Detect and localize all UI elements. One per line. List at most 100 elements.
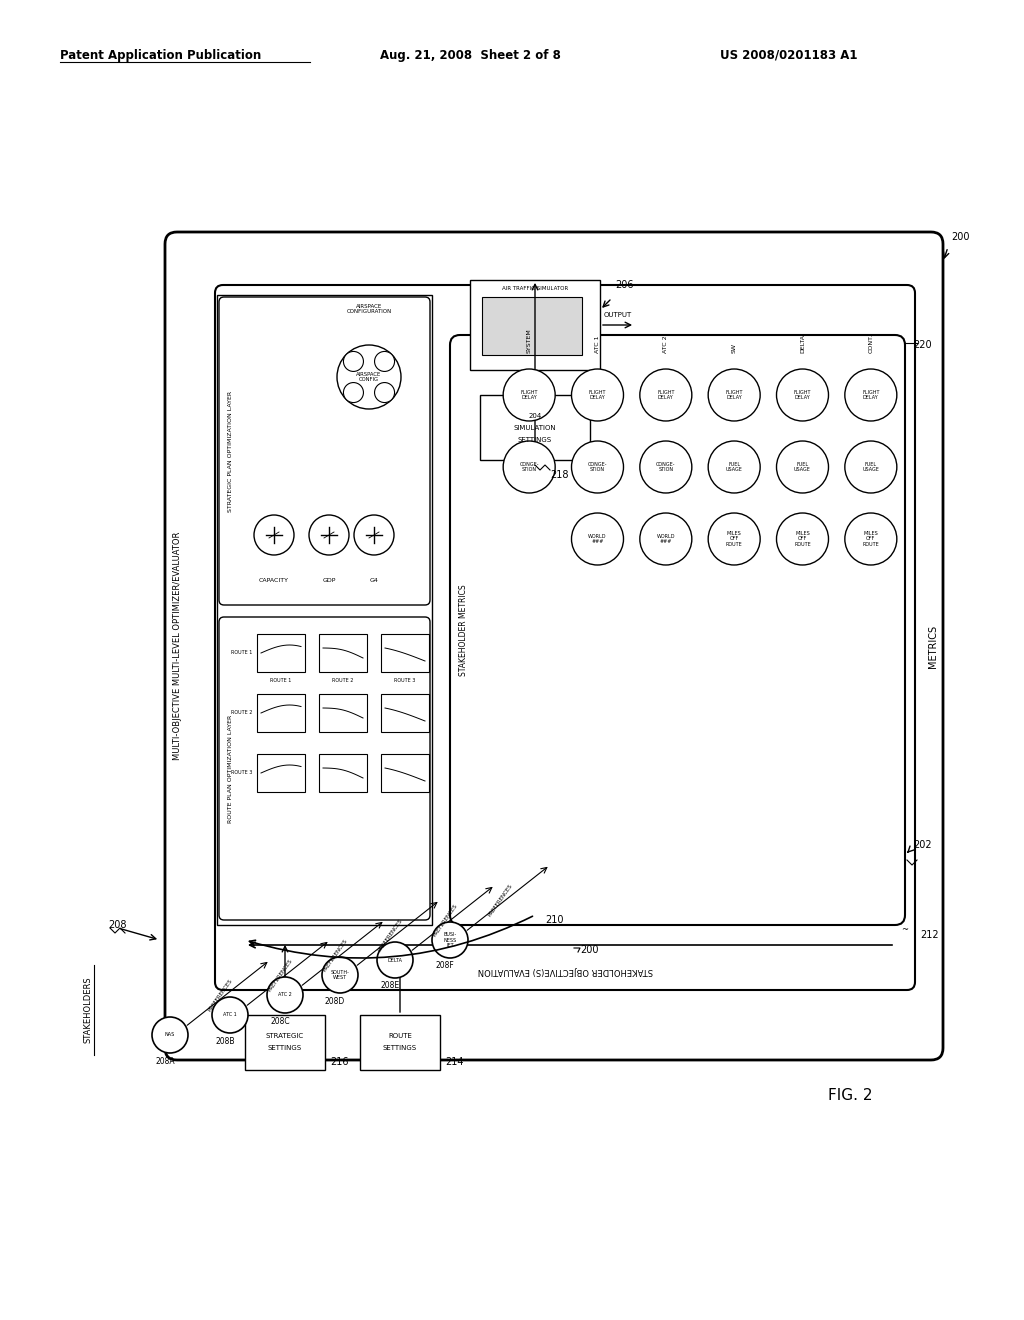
Text: US 2008/0201183 A1: US 2008/0201183 A1 <box>720 49 857 62</box>
Text: ROUTE 2: ROUTE 2 <box>333 677 353 682</box>
Text: 204: 204 <box>528 412 542 418</box>
Circle shape <box>152 1016 188 1053</box>
Circle shape <box>640 441 692 492</box>
Text: FLIGHT
DELAY: FLIGHT DELAY <box>725 389 743 400</box>
Text: FIG. 2: FIG. 2 <box>827 1088 872 1102</box>
Text: ...: ... <box>504 915 516 929</box>
Circle shape <box>845 370 897 421</box>
Text: DELTA: DELTA <box>800 334 805 352</box>
Circle shape <box>776 441 828 492</box>
Text: 220: 220 <box>913 341 932 350</box>
Text: MULTI-OBJECTIVE MULTI-LEVEL OPTIMIZER/EVALUATOR: MULTI-OBJECTIVE MULTI-LEVEL OPTIMIZER/EV… <box>172 532 181 760</box>
Circle shape <box>337 345 401 409</box>
Text: SIMULATION: SIMULATION <box>514 425 556 430</box>
Circle shape <box>354 515 394 554</box>
Text: 208E: 208E <box>381 982 399 990</box>
Text: STAKEHOLDER OBJECTIVE(S) EVALUATION: STAKEHOLDER OBJECTIVE(S) EVALUATION <box>477 965 652 974</box>
Text: FLIGHT
DELAY: FLIGHT DELAY <box>657 389 675 400</box>
Bar <box>381 634 429 672</box>
Text: WORLD
###: WORLD ### <box>656 533 675 544</box>
Text: MILES
OFF
ROUTE: MILES OFF ROUTE <box>862 531 880 548</box>
Text: 208B: 208B <box>215 1036 234 1045</box>
Text: 200: 200 <box>951 232 970 242</box>
Text: CAPACITY: CAPACITY <box>259 578 289 582</box>
Text: 216: 216 <box>330 1057 348 1067</box>
Text: MILES
OFF
ROUTE: MILES OFF ROUTE <box>795 531 811 548</box>
Text: 200: 200 <box>580 945 598 954</box>
Circle shape <box>571 370 624 421</box>
FancyBboxPatch shape <box>215 285 915 990</box>
Text: CONGE-
STION: CONGE- STION <box>588 462 607 473</box>
Circle shape <box>640 370 692 421</box>
Bar <box>319 694 367 733</box>
Text: 208: 208 <box>108 920 127 931</box>
FancyBboxPatch shape <box>219 616 430 920</box>
Text: STAKEHOLDER METRICS: STAKEHOLDER METRICS <box>460 585 469 676</box>
Bar <box>257 634 305 672</box>
Text: AIRSPACE
CONFIG: AIRSPACE CONFIG <box>356 372 382 383</box>
Text: SOUTH-
WEST: SOUTH- WEST <box>331 970 349 981</box>
Text: PREFERENCES: PREFERENCES <box>322 937 348 973</box>
Text: BUSI-
NESS
JET: BUSI- NESS JET <box>443 932 457 948</box>
Circle shape <box>709 370 760 421</box>
Bar <box>319 634 367 672</box>
Circle shape <box>377 942 413 978</box>
Text: CONT.: CONT. <box>868 334 873 352</box>
Circle shape <box>776 513 828 565</box>
Text: OUTPUT: OUTPUT <box>604 312 632 318</box>
Text: CONGE-
STION: CONGE- STION <box>519 462 539 473</box>
Text: Aug. 21, 2008  Sheet 2 of 8: Aug. 21, 2008 Sheet 2 of 8 <box>380 49 561 62</box>
Text: 214: 214 <box>445 1057 464 1067</box>
Bar <box>360 1015 440 1071</box>
Text: ROUTE 3: ROUTE 3 <box>230 771 252 776</box>
Text: PREFERENCES: PREFERENCES <box>267 958 293 993</box>
Text: 208A: 208A <box>156 1056 175 1065</box>
Circle shape <box>571 513 624 565</box>
Circle shape <box>212 997 248 1034</box>
Text: ROUTE 2: ROUTE 2 <box>230 710 252 715</box>
Text: STRATEGIC PLAN OPTIMIZATION LAYER: STRATEGIC PLAN OPTIMIZATION LAYER <box>228 391 233 512</box>
Text: ATC 1: ATC 1 <box>223 1012 237 1018</box>
Text: 202: 202 <box>913 840 932 850</box>
Circle shape <box>845 513 897 565</box>
Text: FUEL
USAGE: FUEL USAGE <box>794 462 811 473</box>
Text: PREFERENCES: PREFERENCES <box>207 978 233 1012</box>
Circle shape <box>343 351 364 371</box>
Circle shape <box>343 383 364 403</box>
Circle shape <box>254 515 294 554</box>
Bar <box>482 297 582 355</box>
Text: PREFERENCES: PREFERENCES <box>432 903 458 937</box>
Text: FLIGHT
DELAY: FLIGHT DELAY <box>794 389 811 400</box>
Text: SW: SW <box>732 343 736 352</box>
Circle shape <box>571 441 624 492</box>
Text: SETTINGS: SETTINGS <box>518 437 552 442</box>
Text: ROUTE 1: ROUTE 1 <box>270 677 292 682</box>
Bar <box>470 280 600 370</box>
Bar <box>319 754 367 792</box>
Text: FLIGHT
DELAY: FLIGHT DELAY <box>520 389 538 400</box>
Circle shape <box>375 351 394 371</box>
Circle shape <box>375 383 394 403</box>
Bar <box>257 754 305 792</box>
Text: METRICS: METRICS <box>928 624 938 668</box>
Text: PREFERENCES: PREFERENCES <box>377 917 403 952</box>
Text: 208F: 208F <box>435 961 455 970</box>
Bar <box>381 754 429 792</box>
FancyBboxPatch shape <box>165 232 943 1060</box>
Text: 208D: 208D <box>325 997 345 1006</box>
Text: AIR TRAFFIC SIMULATOR: AIR TRAFFIC SIMULATOR <box>502 285 568 290</box>
Bar <box>381 694 429 733</box>
Text: G4: G4 <box>370 578 379 582</box>
Text: ATC 2: ATC 2 <box>279 993 292 998</box>
Text: ROUTE 3: ROUTE 3 <box>394 677 416 682</box>
Bar <box>245 1015 325 1071</box>
Circle shape <box>776 370 828 421</box>
Text: 206: 206 <box>615 280 634 290</box>
Text: 212: 212 <box>920 931 939 940</box>
Text: ATC 2: ATC 2 <box>664 335 669 352</box>
Text: ROUTE 1: ROUTE 1 <box>230 651 252 656</box>
Circle shape <box>267 977 303 1012</box>
Text: MILES
OFF
ROUTE: MILES OFF ROUTE <box>726 531 742 548</box>
Text: GDP: GDP <box>323 578 336 582</box>
Circle shape <box>503 441 555 492</box>
